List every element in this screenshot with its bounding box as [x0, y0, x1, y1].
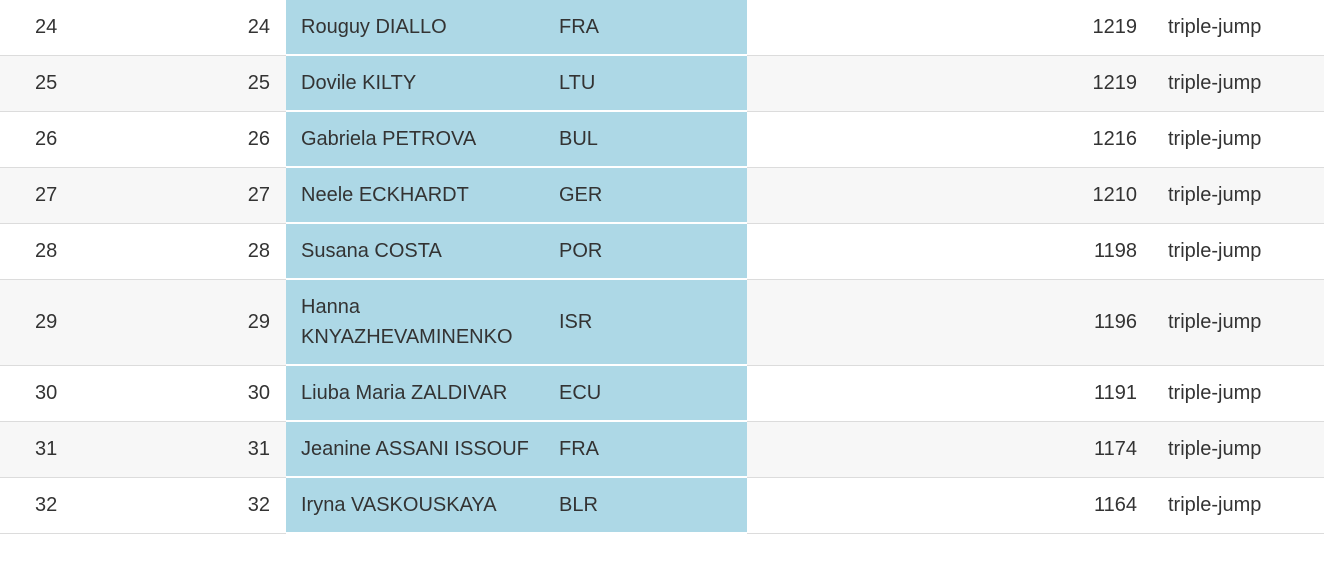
row-index: 31 [0, 421, 150, 478]
event: triple-jump [1152, 279, 1324, 366]
table-row: 26 26 Gabriela PETROVA BUL 1216 triple-jump [0, 111, 1324, 168]
athlete-name: Rouguy DIALLO [286, 0, 544, 56]
score: 1198 [747, 223, 1152, 280]
score: 1216 [747, 111, 1152, 168]
event: triple-jump [1152, 167, 1324, 224]
rank: 29 [150, 279, 286, 366]
table-row: 31 31 Jeanine ASSANI ISSOUF FRA 1174 triple-j… [0, 421, 1324, 478]
score: 1174 [747, 421, 1152, 478]
event: triple-jump [1152, 421, 1324, 478]
country: ECU [544, 365, 747, 422]
row-index: 26 [0, 111, 150, 168]
country: FRA [544, 421, 747, 478]
row-index: 25 [0, 55, 150, 112]
table-row: 28 28 Susana COSTA POR 1198 triple-jump [0, 223, 1324, 280]
rank: 30 [150, 365, 286, 422]
table-row: 29 29 Hanna KNYAZHEVAMINENKO ISR 1196 triple-… [0, 279, 1324, 366]
rank: 28 [150, 223, 286, 280]
table-row: 27 27 Neele ECKHARDT GER 1210 triple-jump [0, 167, 1324, 224]
score: 1196 [747, 279, 1152, 366]
country: FRA [544, 0, 747, 56]
athlete-name: Liuba Maria ZALDIVAR [286, 365, 544, 422]
athlete-name: Gabriela PETROVA [286, 111, 544, 168]
athlete-name: Hanna KNYAZHEVAMINENKO [286, 279, 544, 366]
score: 1219 [747, 55, 1152, 112]
athlete-name: Iryna VASKOUSKAYA [286, 477, 544, 534]
athlete-name: Dovile KILTY [286, 55, 544, 112]
country: POR [544, 223, 747, 280]
rank: 31 [150, 421, 286, 478]
rank: 27 [150, 167, 286, 224]
country: GER [544, 167, 747, 224]
row-index: 28 [0, 223, 150, 280]
rank: 25 [150, 55, 286, 112]
rank: 24 [150, 0, 286, 56]
row-index: 24 [0, 0, 150, 56]
table-row: 32 32 Iryna VASKOUSKAYA BLR 1164 triple-jump [0, 477, 1324, 534]
country: ISR [544, 279, 747, 366]
athlete-name: Jeanine ASSANI ISSOUF [286, 421, 544, 478]
score: 1210 [747, 167, 1152, 224]
score: 1219 [747, 0, 1152, 56]
country: LTU [544, 55, 747, 112]
event: triple-jump [1152, 55, 1324, 112]
athlete-name: Neele ECKHARDT [286, 167, 544, 224]
event: triple-jump [1152, 477, 1324, 534]
table-body: 24 24 Rouguy DIALLO FRA 1219 triple-jump 25 25 D… [0, 0, 1324, 534]
table-row: 24 24 Rouguy DIALLO FRA 1219 triple-jump [0, 0, 1324, 56]
row-index: 27 [0, 167, 150, 224]
event: triple-jump [1152, 365, 1324, 422]
country: BLR [544, 477, 747, 534]
event: triple-jump [1152, 223, 1324, 280]
ranking-table: 24 24 Rouguy DIALLO FRA 1219 triple-jump 25 25 D… [0, 0, 1324, 534]
event: triple-jump [1152, 0, 1324, 56]
event: triple-jump [1152, 111, 1324, 168]
athlete-name: Susana COSTA [286, 223, 544, 280]
row-index: 29 [0, 279, 150, 366]
rank: 26 [150, 111, 286, 168]
country: BUL [544, 111, 747, 168]
row-index: 30 [0, 365, 150, 422]
table-row: 25 25 Dovile KILTY LTU 1219 triple-jump [0, 55, 1324, 112]
row-index: 32 [0, 477, 150, 534]
score: 1164 [747, 477, 1152, 534]
table-row: 30 30 Liuba Maria ZALDIVAR ECU 1191 triple-ju… [0, 365, 1324, 422]
rank: 32 [150, 477, 286, 534]
score: 1191 [747, 365, 1152, 422]
